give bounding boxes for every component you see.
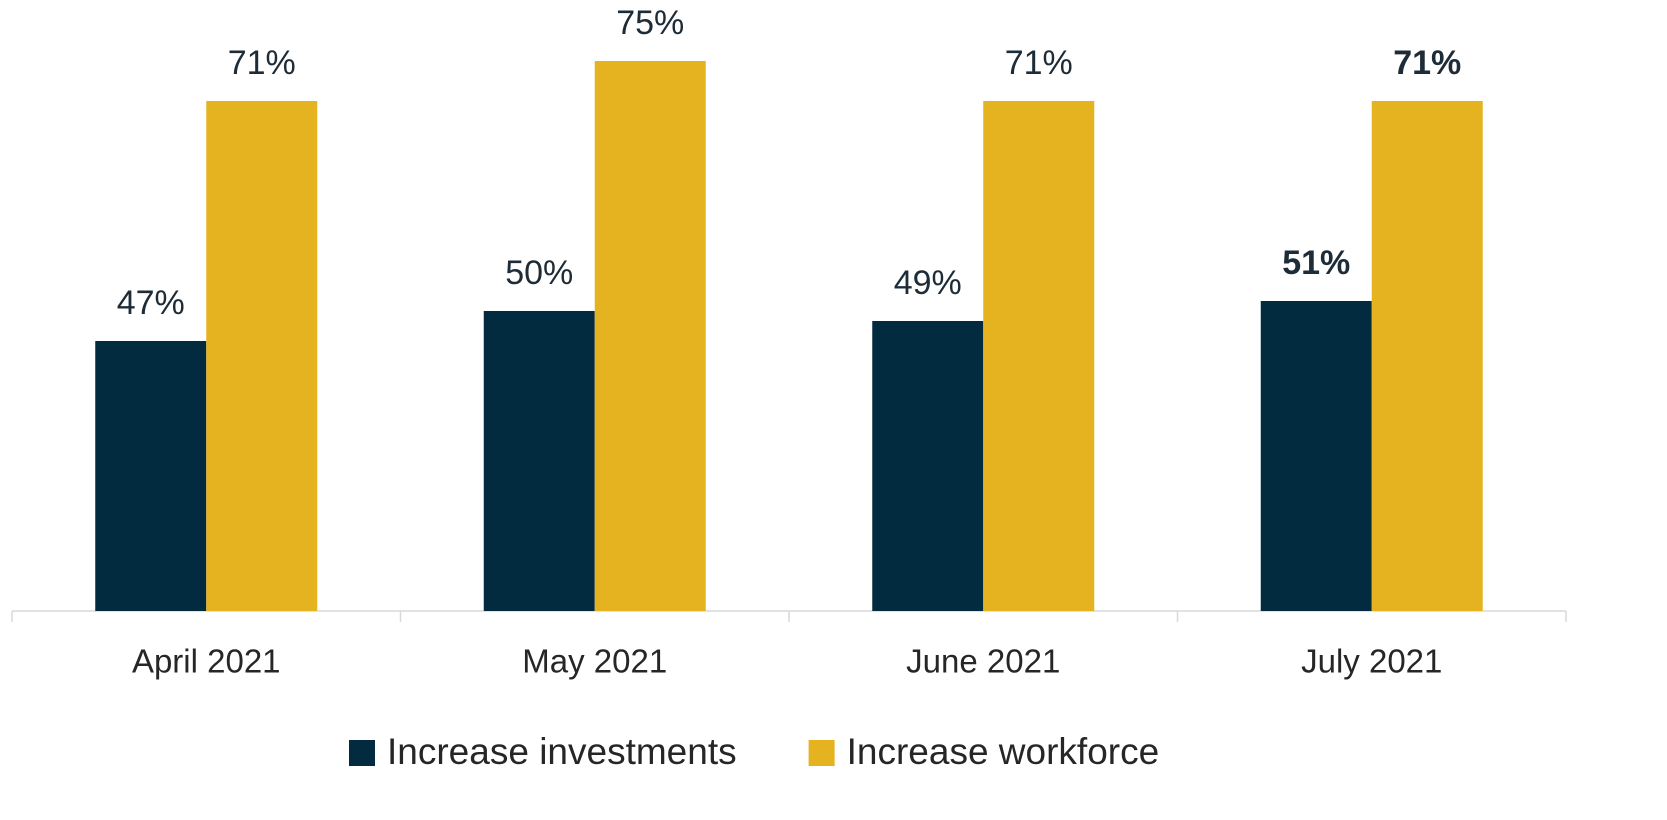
bar <box>483 311 595 611</box>
bar <box>206 101 318 611</box>
legend-swatch <box>349 740 375 766</box>
bar <box>872 321 984 611</box>
value-label: 71% <box>1005 44 1073 82</box>
legend-label: Increase workforce <box>847 731 1160 772</box>
value-label: 50% <box>505 254 573 292</box>
bar <box>983 101 1095 611</box>
bar <box>95 341 207 611</box>
legend-swatch <box>808 740 835 766</box>
x-tick-label: April 2021 <box>132 643 281 680</box>
bar <box>594 61 706 611</box>
value-label: 71% <box>228 44 296 82</box>
bar <box>1260 301 1372 611</box>
x-tick-label: May 2021 <box>522 643 667 680</box>
bar <box>1371 101 1483 611</box>
x-tick-label: July 2021 <box>1301 643 1442 680</box>
legend-label: Increase investments <box>387 731 737 772</box>
value-label: 49% <box>894 264 962 302</box>
value-label: 71% <box>1393 44 1461 82</box>
x-tick-label: June 2021 <box>906 643 1060 680</box>
value-label: 47% <box>117 284 185 322</box>
value-label: 75% <box>616 4 684 42</box>
value-label: 51% <box>1282 244 1350 282</box>
